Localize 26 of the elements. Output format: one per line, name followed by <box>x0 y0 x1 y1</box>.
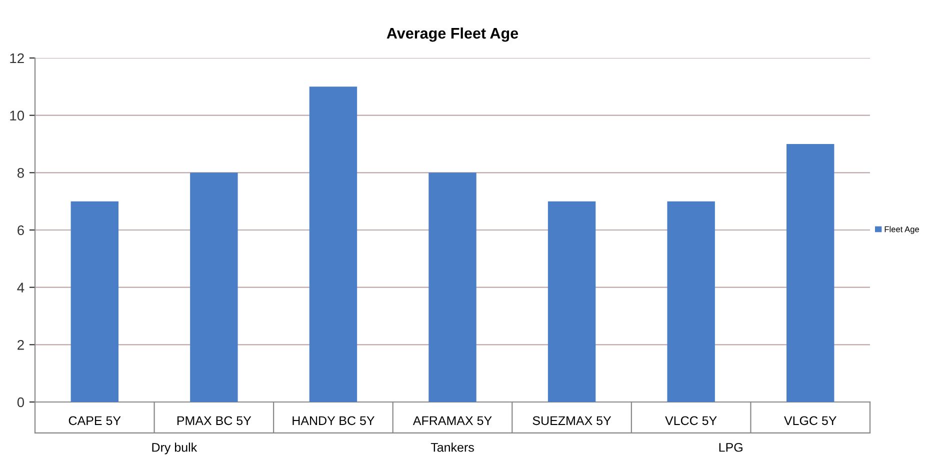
x-tick-label: HANDY BC 5Y <box>292 416 375 426</box>
bar <box>786 144 834 402</box>
y-tick-label: 4 <box>17 282 24 292</box>
x-tick-label: PMAX BC 5Y <box>177 416 252 426</box>
y-tick-label: 10 <box>10 110 24 121</box>
text: Tankers <box>430 442 474 452</box>
bar <box>548 201 596 402</box>
text: Dry bulk <box>152 442 198 454</box>
y-tick-label: 6 <box>18 225 24 236</box>
bar <box>428 172 476 402</box>
bar <box>667 201 715 402</box>
chart-title: Average Fleet Age <box>386 27 518 42</box>
x-tick-label: AFRAMAX 5Y <box>412 416 492 426</box>
y-tick-label: 8 <box>17 168 24 178</box>
x-tick-label: VLGC 5Y <box>784 416 836 426</box>
x-tick-label: CAPE 5Y <box>68 416 121 426</box>
y-tick-label: 12 <box>10 53 24 64</box>
text: LPG <box>719 442 742 452</box>
bar <box>309 86 358 402</box>
y-tick-label: 0 <box>17 397 24 408</box>
x-tick-label: SUEZMAX 5Y <box>532 416 612 426</box>
bar <box>70 201 118 402</box>
bar <box>190 172 238 402</box>
x-tick-label: VLCC 5Y <box>665 416 717 426</box>
y-tick-label: 2 <box>18 340 24 350</box>
legend-label: Fleet Age <box>884 226 920 234</box>
